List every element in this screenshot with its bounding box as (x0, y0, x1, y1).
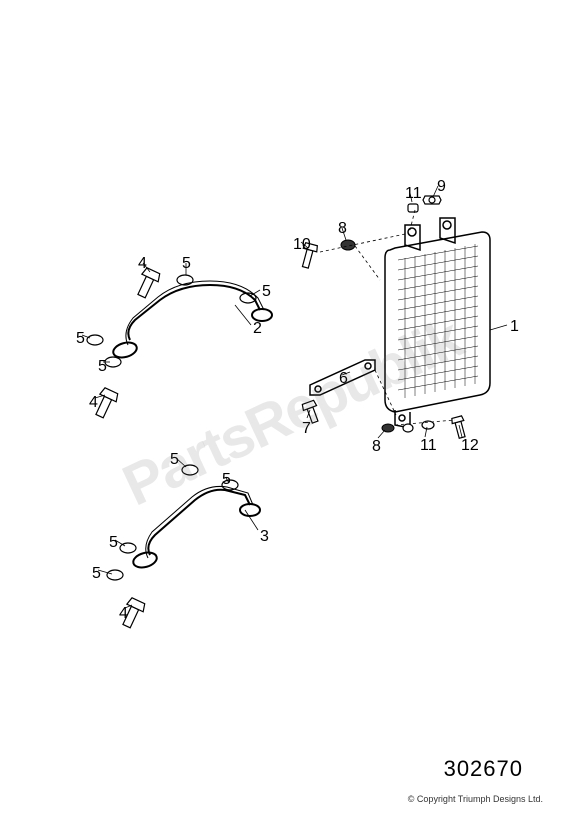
nut-part (423, 196, 441, 204)
lower-hose-part (132, 486, 260, 569)
callout-4a: 4 (138, 255, 147, 273)
parts-diagram: 1 2 3 4 4 4 5 5 5 5 5 5 5 5 6 7 8 8 9 10… (0, 0, 583, 824)
callout-5g: 5 (109, 534, 118, 552)
callout-5h: 5 (92, 565, 101, 583)
callout-12: 12 (461, 437, 479, 455)
callout-8b: 8 (372, 438, 381, 456)
callout-4b: 4 (89, 394, 98, 412)
callout-5b: 5 (262, 283, 271, 301)
callout-9: 9 (437, 178, 446, 196)
callout-11a: 11 (405, 185, 422, 203)
callout-3: 3 (260, 528, 269, 546)
bolt-parts (91, 267, 161, 630)
callout-4c: 4 (119, 605, 128, 623)
diagram-id: 302670 (444, 756, 523, 782)
spacer-parts (403, 204, 434, 432)
callout-7: 7 (302, 420, 311, 438)
callout-5e: 5 (170, 451, 179, 469)
callout-5f: 5 (222, 471, 231, 489)
callout-5a: 5 (182, 255, 191, 273)
callout-10: 10 (293, 236, 311, 254)
callout-5d: 5 (98, 358, 107, 376)
copyright-text: © Copyright Triumph Designs Ltd. (408, 794, 543, 804)
diagram-svg (0, 0, 583, 824)
callout-11b: 11 (420, 437, 437, 455)
oil-cooler-part (385, 218, 490, 428)
callout-2: 2 (253, 320, 262, 338)
callout-1: 1 (510, 318, 519, 336)
callout-8a: 8 (338, 220, 347, 238)
callout-5c: 5 (76, 330, 85, 348)
callout-6: 6 (339, 370, 348, 388)
